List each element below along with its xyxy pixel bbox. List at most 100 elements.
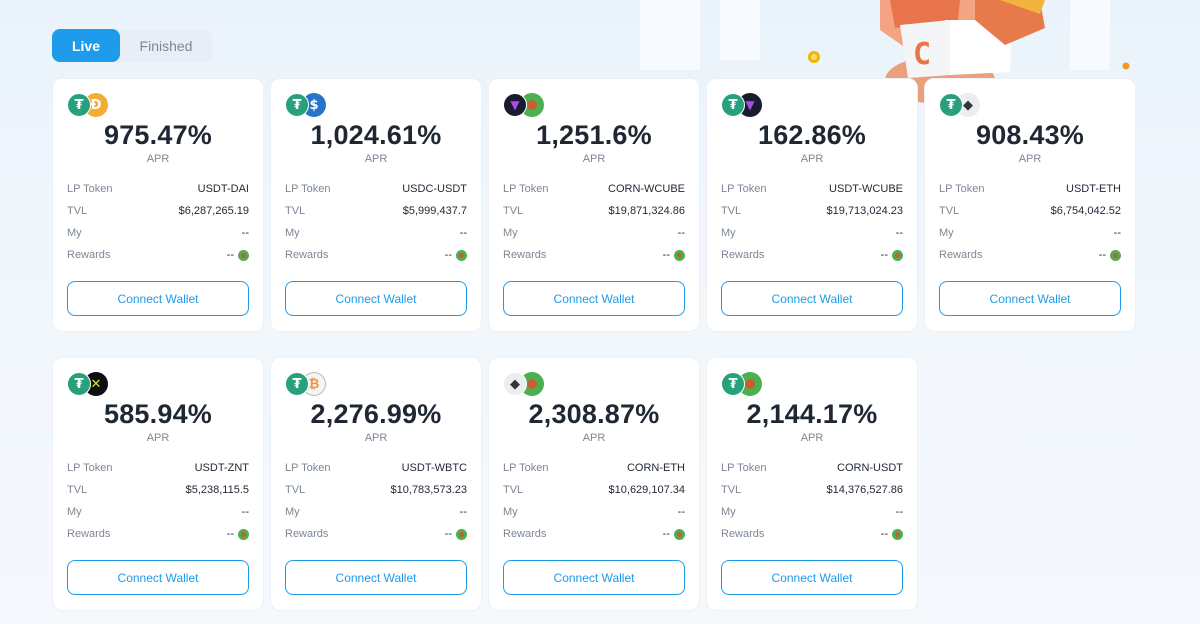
lp-token-label: LP Token bbox=[285, 462, 331, 474]
eth-icon: ◆ bbox=[503, 372, 527, 396]
rewards-amount: -- bbox=[880, 528, 888, 540]
rewards-row: Rewards -- bbox=[503, 248, 685, 262]
tvl-label: TVL bbox=[721, 205, 742, 217]
my-label: My bbox=[285, 227, 300, 239]
pool-card: ₮ ◆ 908.43% APR LP Token USDT-ETH TVL $6… bbox=[924, 78, 1136, 332]
rewards-amount: -- bbox=[226, 528, 234, 540]
rewards-value: -- bbox=[663, 528, 685, 540]
pool-card: ▼ 1,251.6% APR LP Token CORN-WCUBE TVL $… bbox=[488, 78, 700, 332]
rewards-label: Rewards bbox=[939, 249, 983, 261]
apr-label: APR bbox=[800, 432, 824, 444]
lp-token-value: USDT-ETH bbox=[1066, 183, 1121, 195]
rewards-row: Rewards -- bbox=[285, 527, 467, 541]
my-value: -- bbox=[677, 227, 685, 239]
rewards-amount: -- bbox=[444, 249, 452, 261]
tvl-value: $6,754,042.52 bbox=[1050, 205, 1121, 217]
usdt-icon: ₮ bbox=[67, 372, 91, 396]
lp-token-row: LP Token USDT-DAI bbox=[67, 182, 249, 196]
connect-wallet-button[interactable]: Connect Wallet bbox=[503, 560, 685, 595]
tvl-value: $6,287,265.19 bbox=[178, 205, 249, 217]
tvl-value: $19,871,324.86 bbox=[608, 205, 685, 217]
connect-wallet-button[interactable]: Connect Wallet bbox=[721, 281, 903, 316]
token-pair-icons: ₮ $ bbox=[285, 93, 345, 117]
rewards-label: Rewards bbox=[721, 528, 765, 540]
tvl-row: TVL $19,871,324.86 bbox=[503, 204, 685, 218]
tvl-value: $5,999,437.7 bbox=[402, 205, 467, 217]
rewards-amount: -- bbox=[444, 528, 452, 540]
usdt-icon: ₮ bbox=[939, 93, 963, 117]
tvl-label: TVL bbox=[721, 484, 742, 496]
rewards-row: Rewards -- bbox=[67, 527, 249, 541]
tvl-label: TVL bbox=[939, 205, 960, 217]
my-row: My -- bbox=[67, 226, 249, 240]
corn-icon bbox=[456, 249, 467, 261]
apr-label: APR bbox=[800, 153, 824, 165]
connect-wallet-button[interactable]: Connect Wallet bbox=[67, 560, 249, 595]
my-label: My bbox=[939, 227, 954, 239]
apr-value: 2,276.99% bbox=[310, 399, 442, 429]
corn-icon bbox=[892, 528, 903, 540]
my-value: -- bbox=[895, 506, 903, 518]
pool-card: ₮ ▼ 162.86% APR LP Token USDT-WCUBE TVL … bbox=[706, 78, 918, 332]
token-pair-icons: ₮ ✕ bbox=[67, 372, 127, 396]
tvl-label: TVL bbox=[503, 484, 524, 496]
lp-token-row: LP Token USDT-ZNT bbox=[67, 461, 249, 475]
tab-finished[interactable]: Finished bbox=[139, 37, 193, 54]
rewards-row: Rewards -- bbox=[721, 248, 903, 262]
tvl-row: TVL $14,376,527.86 bbox=[721, 483, 903, 497]
lp-token-row: LP Token USDT-ETH bbox=[939, 182, 1121, 196]
tvl-label: TVL bbox=[285, 484, 306, 496]
token-pair-icons: ₮ Đ bbox=[67, 93, 127, 117]
rewards-value: -- bbox=[227, 249, 249, 261]
lp-token-label: LP Token bbox=[503, 462, 549, 474]
lp-token-label: LP Token bbox=[503, 183, 549, 195]
my-label: My bbox=[67, 506, 82, 518]
token-pair-icons: ◆ bbox=[503, 372, 563, 396]
rewards-amount: -- bbox=[662, 249, 670, 261]
apr-label: APR bbox=[364, 153, 388, 165]
my-label: My bbox=[721, 227, 736, 239]
my-row: My -- bbox=[503, 505, 685, 519]
rewards-label: Rewards bbox=[285, 528, 329, 540]
apr-value: 975.47% bbox=[104, 120, 212, 150]
connect-wallet-button[interactable]: Connect Wallet bbox=[721, 560, 903, 595]
token-pair-icons: ₮ bbox=[721, 372, 781, 396]
tab-live[interactable]: Live bbox=[52, 29, 120, 62]
tvl-value: $19,713,024.23 bbox=[826, 205, 903, 217]
apr-label: APR bbox=[1018, 153, 1042, 165]
tvl-row: TVL $10,783,573.23 bbox=[285, 483, 467, 497]
connect-wallet-button[interactable]: Connect Wallet bbox=[939, 281, 1121, 316]
tvl-label: TVL bbox=[67, 484, 88, 496]
pool-status-tabs: Live Finished bbox=[52, 29, 212, 62]
tvl-row: TVL $6,754,042.52 bbox=[939, 204, 1121, 218]
apr-value: 2,308.87% bbox=[528, 399, 660, 429]
rewards-label: Rewards bbox=[67, 249, 111, 261]
token-pair-icons: ₮ ◆ bbox=[939, 93, 999, 117]
apr-value: 908.43% bbox=[976, 120, 1084, 150]
rewards-value: -- bbox=[445, 528, 467, 540]
my-label: My bbox=[503, 506, 518, 518]
lp-token-label: LP Token bbox=[721, 462, 767, 474]
usdt-icon: ₮ bbox=[721, 372, 745, 396]
lp-token-value: USDC-USDT bbox=[402, 183, 467, 195]
lp-token-value: USDT-DAI bbox=[197, 183, 249, 195]
tvl-label: TVL bbox=[67, 205, 88, 217]
pool-card: ₮ ₿ 2,276.99% APR LP Token USDT-WBTC TVL… bbox=[270, 357, 482, 611]
apr-value: 1,251.6% bbox=[536, 120, 652, 150]
rewards-value: -- bbox=[445, 249, 467, 261]
apr-label: APR bbox=[364, 432, 388, 444]
pool-card: ₮ Đ 975.47% APR LP Token USDT-DAI TVL $6… bbox=[52, 78, 264, 332]
connect-wallet-button[interactable]: Connect Wallet bbox=[285, 281, 467, 316]
connect-wallet-button[interactable]: Connect Wallet bbox=[503, 281, 685, 316]
pool-card: ₮ ✕ 585.94% APR LP Token USDT-ZNT TVL $5… bbox=[52, 357, 264, 611]
connect-wallet-button[interactable]: Connect Wallet bbox=[285, 560, 467, 595]
apr-value: 162.86% bbox=[758, 120, 866, 150]
rewards-label: Rewards bbox=[503, 249, 547, 261]
connect-wallet-button[interactable]: Connect Wallet bbox=[67, 281, 249, 316]
my-value: -- bbox=[459, 227, 467, 239]
usdt-icon: ₮ bbox=[721, 93, 745, 117]
my-label: My bbox=[503, 227, 518, 239]
usdt-icon: ₮ bbox=[285, 93, 309, 117]
my-label: My bbox=[721, 506, 736, 518]
rewards-row: Rewards -- bbox=[67, 248, 249, 262]
